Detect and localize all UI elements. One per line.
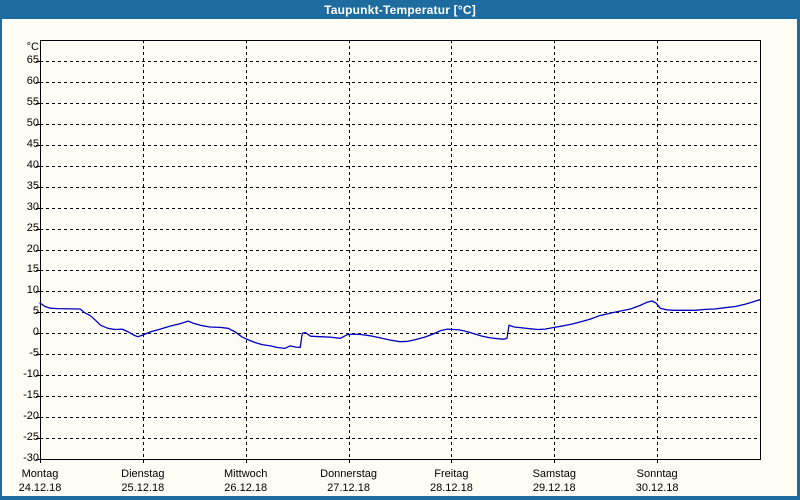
plot-area bbox=[36, 40, 761, 463]
y-axis-tick-label: 20 bbox=[26, 243, 39, 255]
y-axis-tick-label: -10 bbox=[23, 368, 39, 380]
y-axis-tick-label: 45 bbox=[26, 138, 39, 150]
titlebar: Taupunkt-Temperatur [°C] bbox=[0, 0, 800, 19]
chart-canvas: °C 65 60 55 50 45 40 35 30 25 20 15 10 5 0 -5 -10 -15 -20… bbox=[2, 19, 797, 496]
x-axis-day-label: Dienstag bbox=[121, 468, 165, 480]
dew-point-line bbox=[39, 299, 761, 350]
x-axis-date-label: 30.12.18 bbox=[635, 482, 679, 494]
y-axis-tick-label: 10 bbox=[26, 284, 39, 296]
y-axis-tick-label: 0 bbox=[32, 326, 39, 338]
x-axis-date-label: 29.12.18 bbox=[532, 482, 576, 494]
x-axis-day-label: Mittwoch bbox=[224, 468, 268, 480]
x-axis-date-label: 24.12.18 bbox=[18, 482, 62, 494]
y-axis-tick-label: 35 bbox=[26, 180, 39, 192]
x-axis-day-label: Samstag bbox=[532, 468, 576, 480]
y-axis-tick-label: 60 bbox=[26, 75, 39, 87]
y-axis-tick-label: 55 bbox=[26, 96, 39, 108]
x-axis-day-label: Donnerstag bbox=[320, 468, 377, 480]
y-axis-tick-label: -20 bbox=[23, 410, 39, 422]
y-axis-tick-label: -30 bbox=[23, 452, 39, 464]
y-axis-tick-label: 30 bbox=[26, 201, 39, 213]
y-axis-tick-label: 65 bbox=[26, 54, 39, 66]
chart-title: Taupunkt-Temperatur [°C] bbox=[324, 2, 476, 17]
y-axis-tick-label: 40 bbox=[26, 159, 39, 171]
y-axis-tick-label: -5 bbox=[29, 347, 39, 359]
y-axis-unit-label: °C bbox=[26, 41, 39, 53]
x-axis-date-label: 26.12.18 bbox=[224, 482, 268, 494]
x-axis-day-label: Freitag bbox=[434, 468, 469, 480]
x-axis-day-label: Montag bbox=[21, 468, 59, 480]
y-axis-tick-label: -15 bbox=[23, 389, 39, 401]
y-axis-tick-label: 15 bbox=[26, 263, 39, 275]
x-axis-day-label: Sonntag bbox=[636, 468, 678, 480]
y-axis-tick-label: -25 bbox=[23, 431, 39, 443]
y-axis-tick-label: 50 bbox=[26, 117, 39, 129]
y-axis-tick-label: 5 bbox=[32, 305, 39, 317]
x-axis-date-label: 27.12.18 bbox=[327, 482, 370, 494]
y-axis-tick-label: 25 bbox=[26, 222, 39, 234]
x-axis-date-label: 25.12.18 bbox=[121, 482, 165, 494]
x-axis-date-label: 28.12.18 bbox=[430, 482, 473, 494]
plot-border bbox=[40, 40, 761, 460]
